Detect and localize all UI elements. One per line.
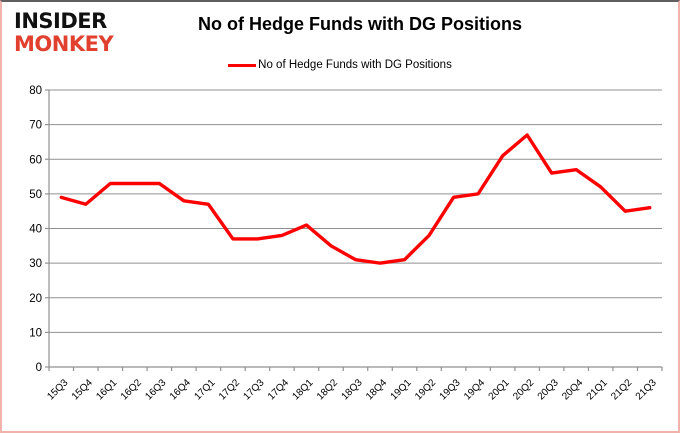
x-axis-label: 21Q3 — [634, 377, 659, 402]
chart-title: No of Hedge Funds with DG Positions — [198, 14, 522, 34]
y-axis-label: 80 — [29, 85, 42, 97]
x-axis-label: 19Q4 — [462, 377, 487, 402]
logo-word-monkey: MONKEY — [14, 32, 114, 56]
x-axis-label: 15Q4 — [70, 377, 95, 402]
y-axis-label: 60 — [29, 154, 42, 166]
x-axis-label: 16Q2 — [119, 377, 144, 402]
y-axis-label: 30 — [29, 258, 42, 270]
legend-label: No of Hedge Funds with DG Positions — [258, 59, 452, 71]
x-axis-label: 18Q3 — [340, 377, 365, 402]
x-axis-label: 17Q4 — [266, 377, 291, 402]
x-axis-label: 19Q2 — [413, 377, 438, 402]
y-axis-label: 50 — [29, 189, 42, 201]
y-axis-label: 70 — [29, 120, 42, 132]
data-series-line — [59, 133, 652, 265]
x-axis-label: 19Q1 — [389, 377, 414, 402]
x-axis-label: 17Q3 — [241, 377, 266, 402]
y-axis-label: 10 — [29, 327, 42, 339]
y-axis-label: 0 — [36, 362, 42, 374]
x-axis-label: 18Q2 — [315, 377, 340, 402]
x-axis-label: 20Q2 — [511, 377, 536, 402]
x-axis-label: 18Q4 — [364, 377, 389, 402]
x-axis-label: 16Q4 — [168, 377, 193, 402]
logo-word-insider: INSIDER — [14, 9, 107, 33]
chart-legend: No of Hedge Funds with DG Positions — [2, 59, 678, 71]
x-axis-label: 16Q1 — [94, 377, 119, 402]
x-axis-label: 17Q1 — [192, 377, 217, 402]
x-axis-label: 17Q2 — [217, 377, 242, 402]
y-axis-label: 20 — [29, 293, 42, 305]
legend-line-marker — [228, 63, 257, 67]
x-axis-label: 20Q3 — [536, 377, 561, 402]
y-axis-label: 40 — [29, 224, 42, 236]
x-axis-label: 19Q3 — [438, 377, 463, 402]
insider-monkey-logo: INSIDER MONKEY — [14, 9, 114, 56]
x-axis-label: 20Q4 — [560, 377, 585, 402]
x-axis-label: 16Q3 — [143, 377, 168, 402]
x-axis-label: 20Q1 — [487, 377, 512, 402]
x-axis-label: 18Q1 — [291, 377, 316, 402]
x-axis-label: 21Q2 — [609, 377, 634, 402]
x-axis-label: 21Q1 — [585, 377, 610, 402]
x-axis-label: 15Q3 — [45, 377, 70, 402]
